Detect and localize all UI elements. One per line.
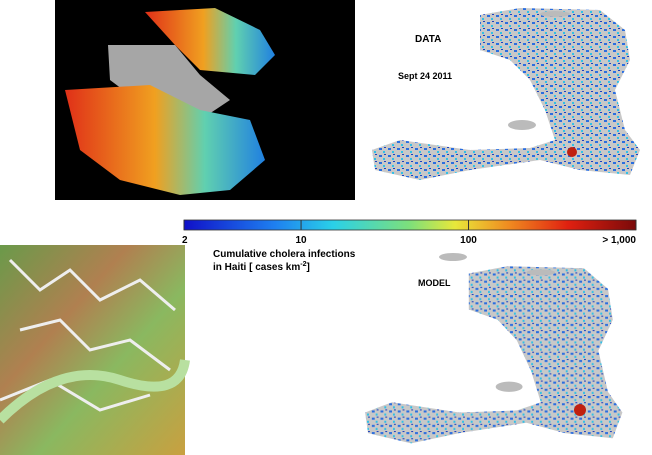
model-map [365,266,623,444]
colorbar-title: in Haiti [ cases km-2] [213,261,310,273]
tick-label: 100 [460,235,477,246]
island [439,253,467,261]
data-label: DATA [415,34,441,45]
title-end: ] [307,262,310,273]
model-label: MODEL [418,278,451,288]
ridges [0,258,176,412]
date-label: Sept 24 2011 [398,71,452,81]
hotspot [567,147,577,157]
title-exponent: -2 [300,261,306,268]
hotspot [574,404,586,416]
colorbar [183,219,637,231]
basin-south [65,85,265,195]
tick-label: 10 [295,235,307,246]
tick-label: > 1,000 [602,235,636,246]
valley [0,359,190,424]
data-map [372,8,640,180]
tick-label: 2 [182,235,188,246]
colorbar-title: Cumulative cholera infections [213,249,356,260]
basin-north [145,8,275,75]
title-text: in Haiti [ cases km [213,262,300,273]
